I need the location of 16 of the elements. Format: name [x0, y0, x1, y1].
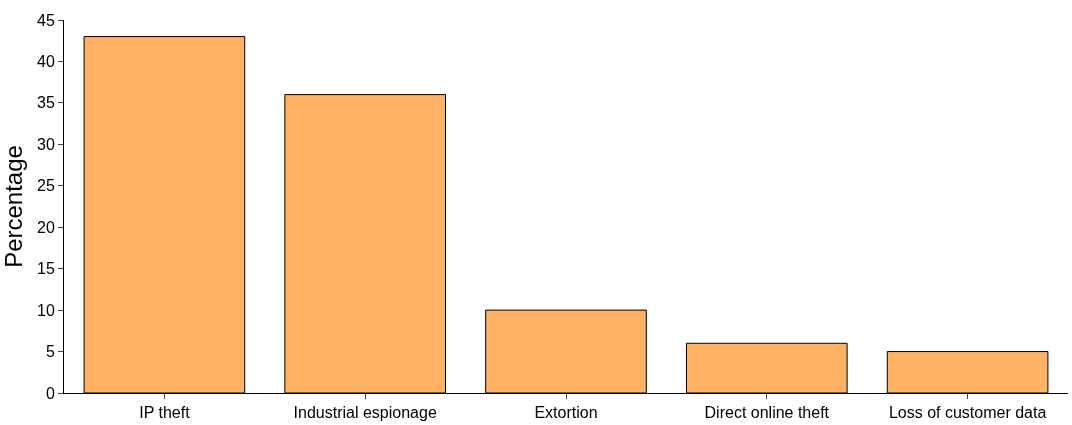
y-tick-label: 0 [45, 384, 55, 402]
y-axis-title: Percentage [0, 145, 27, 268]
y-tick-label: 25 [37, 177, 55, 195]
y-tick-label: 15 [37, 260, 55, 278]
x-tick-label: Industrial espionage [293, 404, 437, 422]
x-tick-label: IP theft [139, 404, 191, 422]
y-tick-label: 45 [37, 11, 55, 29]
x-tick-label: Extortion [534, 404, 598, 422]
x-tick-label: Loss of customer data [888, 404, 1047, 422]
y-tick-label: 10 [37, 301, 55, 319]
y-tick-label: 40 [37, 53, 55, 71]
y-tick-label: 35 [37, 94, 55, 112]
y-tick-label: 20 [37, 218, 55, 236]
y-tick-label: 30 [37, 135, 55, 153]
x-tick-label: Direct online theft [704, 404, 830, 422]
y-tick-label: 5 [45, 343, 55, 361]
